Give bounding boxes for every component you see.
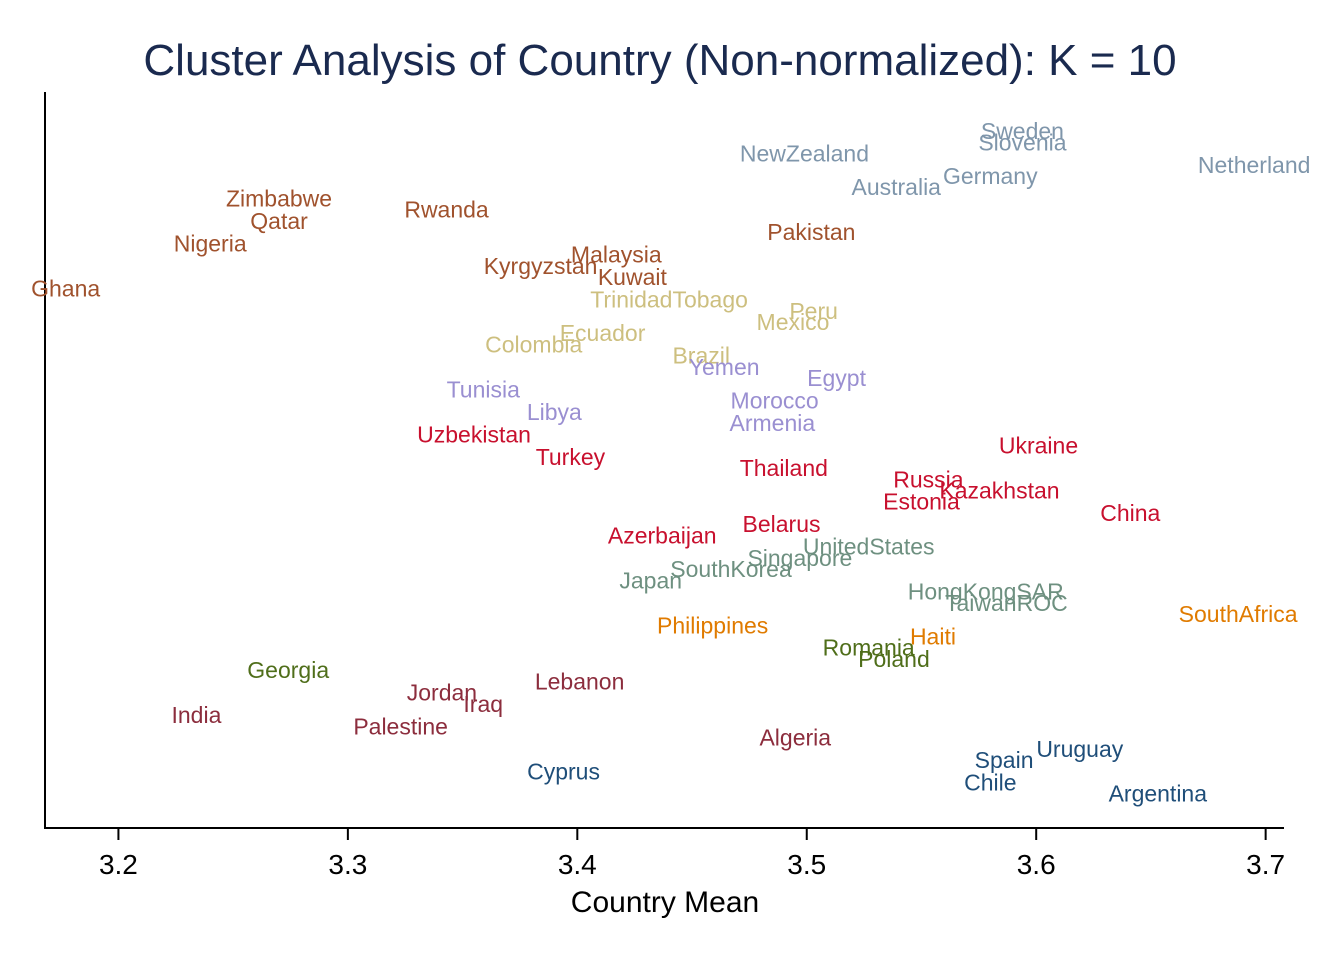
country-label-rwanda: Rwanda	[404, 197, 489, 223]
country-label-pakistan: Pakistan	[767, 219, 855, 245]
country-label-unitedstates: UnitedStates	[803, 534, 935, 560]
x-tick-label: 3.5	[787, 849, 826, 880]
country-label-ghana: Ghana	[31, 275, 100, 301]
country-label-colombia: Colombia	[485, 331, 582, 357]
country-label-zimbabwe: Zimbabwe	[226, 185, 332, 211]
country-label-armenia: Armenia	[730, 410, 816, 436]
country-label-qatar: Qatar	[250, 208, 308, 234]
country-label-mexico: Mexico	[757, 309, 830, 335]
country-label-southafrica: SouthAfrica	[1179, 601, 1298, 627]
country-label-morocco: Morocco	[731, 388, 819, 414]
country-label-lebanon: Lebanon	[535, 668, 625, 694]
country-label-poland: Poland	[858, 646, 930, 672]
country-label-nigeria: Nigeria	[174, 230, 247, 256]
country-label-kyrgyzstan: Kyrgyzstan	[484, 253, 598, 279]
country-label-kazakhstan: Kazakhstan	[939, 477, 1059, 503]
x-tick-label: 3.7	[1246, 849, 1285, 880]
country-label-georgia: Georgia	[247, 657, 329, 683]
country-label-slovenia: Slovenia	[978, 129, 1066, 155]
country-label-kuwait: Kuwait	[598, 264, 668, 290]
chart-title: Cluster Analysis of Country (Non-normali…	[143, 36, 1177, 85]
country-label-brazil: Brazil	[672, 343, 730, 369]
country-label-turkey: Turkey	[536, 444, 606, 470]
x-axis-ticks: 3.2 3.3 3.4 3.5 3.6 3.7	[99, 828, 1285, 880]
x-tick-label: 3.6	[1017, 849, 1056, 880]
country-label-spain: Spain	[975, 747, 1034, 773]
country-label-ukraine: Ukraine	[999, 433, 1078, 459]
x-tick-label: 3.2	[99, 849, 138, 880]
country-label-taiwanroc: TaiwanROC	[945, 590, 1068, 616]
country-label-philippines: Philippines	[657, 612, 768, 638]
country-label-singapore: Singapore	[747, 545, 852, 571]
x-tick-label: 3.4	[558, 849, 597, 880]
country-label-jordan: Jordan	[407, 680, 477, 706]
country-label-haiti: Haiti	[910, 624, 956, 650]
country-label-newzealand: NewZealand	[740, 141, 869, 167]
country-label-libya: Libya	[527, 399, 582, 425]
country-label-hongkongsar: HongKongSAR	[908, 579, 1064, 605]
country-label-peru: Peru	[789, 298, 838, 324]
country-label-germany: Germany	[943, 163, 1038, 189]
country-label-ecuador: Ecuador	[560, 320, 646, 346]
country-label-uzbekistan: Uzbekistan	[417, 421, 531, 447]
country-label-chile: Chile	[964, 770, 1016, 796]
country-label-azerbaijan: Azerbaijan	[608, 522, 717, 548]
x-axis-title: Country Mean	[571, 886, 759, 919]
country-label-russia: Russia	[893, 466, 964, 492]
country-label-yemen: Yemen	[689, 354, 760, 380]
country-label-iraq: Iraq	[463, 691, 503, 717]
country-label-cyprus: Cyprus	[527, 758, 600, 784]
country-label-netherland: Netherland	[1198, 152, 1311, 178]
country-label-malaysia: Malaysia	[571, 242, 662, 268]
country-label-china: China	[1100, 500, 1160, 526]
country-label-uruguay: Uruguay	[1036, 736, 1123, 762]
x-tick-label: 3.3	[328, 849, 367, 880]
country-label-sweden: Sweden	[981, 118, 1064, 144]
country-label-india: India	[171, 702, 221, 728]
country-label-palestine: Palestine	[353, 713, 448, 739]
country-label-trinidadtobago: TrinidadTobago	[590, 287, 748, 313]
country-label-southkorea: SouthKorea	[670, 556, 792, 582]
country-label-argentina: Argentina	[1109, 781, 1208, 807]
country-label-estonia: Estonia	[883, 489, 960, 515]
country-label-australia: Australia	[851, 174, 941, 200]
country-label-romania: Romania	[823, 635, 915, 661]
country-label-japan: Japan	[619, 567, 682, 593]
country-label-algeria: Algeria	[759, 725, 831, 751]
country-label-egypt: Egypt	[807, 365, 866, 391]
country-label-tunisia: Tunisia	[447, 376, 520, 402]
country-label-belarus: Belarus	[743, 511, 821, 537]
country-label-thailand: Thailand	[740, 455, 828, 481]
